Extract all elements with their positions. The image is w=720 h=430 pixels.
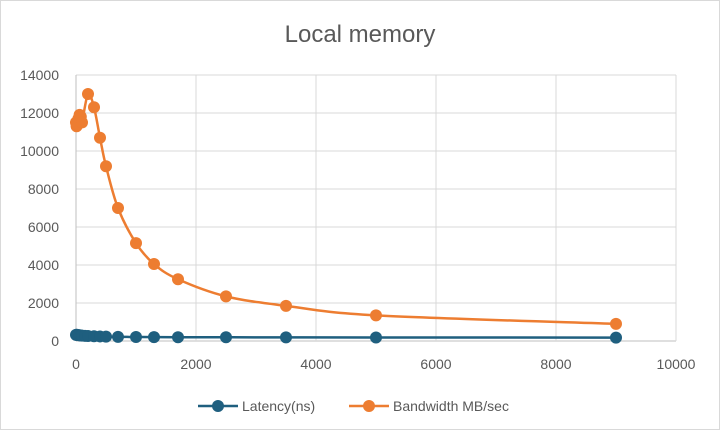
legend-label: Bandwidth MB/sec xyxy=(393,398,509,414)
data-point-latency-ns xyxy=(130,331,142,344)
data-point-bandwidth-mb-sec xyxy=(82,88,94,100)
data-point-bandwidth-mb-sec xyxy=(610,317,622,330)
y-tick-label: 10000 xyxy=(20,143,59,159)
tick-labels: 0 2000 4000 6000 8000 10000 12000 14000 0 2000 400… xyxy=(20,67,696,372)
legend-item-bandwidth-mb-sec: Bandwidth MB/sec xyxy=(349,398,509,414)
data-point-latency-ns xyxy=(100,330,112,343)
data-point-bandwidth-mb-sec xyxy=(130,237,142,250)
series-bandwidth-mb-sec xyxy=(70,88,622,330)
y-tick-label: 0 xyxy=(51,333,59,349)
data-point-bandwidth-mb-sec xyxy=(370,309,382,322)
data-point-latency-ns xyxy=(172,331,184,344)
data-point-bandwidth-mb-sec xyxy=(88,101,100,114)
data-point-bandwidth-mb-sec xyxy=(220,290,232,303)
x-tick-label: 2000 xyxy=(180,356,211,372)
legend-marker xyxy=(212,400,224,412)
x-tick-label: 8000 xyxy=(540,356,571,372)
chart-title: Local memory xyxy=(285,21,436,48)
data-point-latency-ns xyxy=(112,330,124,343)
x-tick-label: 4000 xyxy=(300,356,331,372)
y-tick-label: 4000 xyxy=(28,257,59,273)
x-tick-label: 0 xyxy=(72,356,80,372)
data-point-latency-ns xyxy=(370,331,382,344)
series-layer xyxy=(70,88,622,344)
data-point-bandwidth-mb-sec xyxy=(112,202,124,214)
legend-marker xyxy=(363,400,375,412)
grid-lines xyxy=(75,74,677,342)
y-tick-label: 2000 xyxy=(28,295,59,311)
y-tick-label: 8000 xyxy=(28,181,59,197)
data-point-latency-ns xyxy=(220,331,232,344)
data-point-bandwidth-mb-sec xyxy=(100,160,112,173)
data-point-bandwidth-mb-sec xyxy=(172,273,184,286)
data-point-bandwidth-mb-sec xyxy=(94,131,106,144)
data-point-latency-ns xyxy=(610,331,622,344)
data-point-bandwidth-mb-sec xyxy=(148,258,160,271)
y-tick-label: 6000 xyxy=(28,219,59,235)
legend: Latency(ns) Bandwidth MB/sec xyxy=(198,398,509,414)
data-point-bandwidth-mb-sec xyxy=(76,116,88,129)
series-line-bandwidth-mb-sec xyxy=(74,92,617,326)
legend-item-latency-ns: Latency(ns) xyxy=(198,398,315,414)
data-point-latency-ns xyxy=(280,331,292,344)
y-tick-label: 12000 xyxy=(20,105,59,121)
x-tick-label: 10000 xyxy=(657,356,696,372)
legend-label: Latency(ns) xyxy=(242,398,315,414)
data-point-latency-ns xyxy=(148,331,160,344)
x-tick-label: 6000 xyxy=(420,356,451,372)
series-latency-ns xyxy=(70,328,622,344)
y-tick-label: 14000 xyxy=(20,67,59,83)
data-point-bandwidth-mb-sec xyxy=(280,299,292,312)
